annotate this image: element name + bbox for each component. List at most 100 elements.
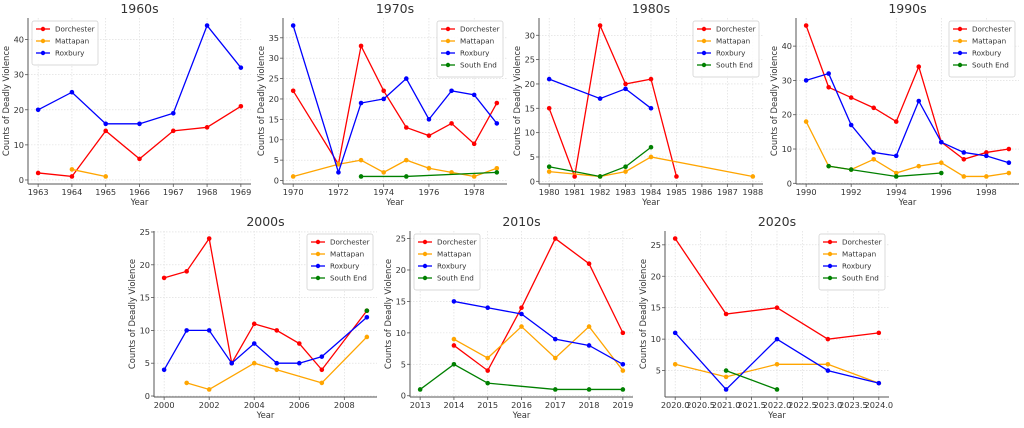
grid — [283, 18, 507, 184]
legend-label: Mattapan — [716, 37, 750, 46]
legend-label: Roxbury — [55, 49, 85, 58]
x-tick-label: 2013 — [410, 400, 431, 410]
series-south-end — [546, 144, 654, 179]
y-tick-label: 10 — [14, 140, 24, 150]
x-tick-label: 2023.0 — [814, 400, 843, 410]
legend-marker — [422, 263, 428, 269]
data-point — [572, 174, 577, 179]
subplot-1990s: 1990 1992 1994 1996 1998 0 10 20 30 40 1990s Year Co… — [769, 1, 1019, 207]
data-point — [623, 81, 628, 87]
x-tick-label: 1976 — [419, 187, 440, 197]
data-point — [774, 336, 780, 342]
x-tick-label: 2021.0 — [712, 400, 741, 410]
data-point — [1006, 170, 1012, 176]
data-point — [170, 128, 176, 134]
data-point — [750, 174, 756, 179]
subplot-1970s: 1970 1972 1974 1976 1978 0 5 10 15 20 25 30 35 1970s Y… — [256, 1, 507, 207]
legend-marker — [957, 26, 963, 32]
legend-label: Mattapan — [972, 37, 1006, 46]
y-tick-label: 15 — [651, 303, 661, 313]
series-mattapan — [69, 167, 109, 179]
data-point — [893, 153, 899, 159]
legend-marker — [827, 251, 833, 257]
y-tick-label: 20 — [782, 110, 792, 120]
data-point — [290, 88, 296, 94]
legend-box — [436, 20, 504, 78]
x-tick-label: 1981 — [564, 187, 585, 197]
data-point — [848, 95, 854, 100]
y-axis-label: Counts of Deadly Violence — [512, 46, 522, 156]
data-point — [451, 362, 457, 367]
data-point — [546, 164, 552, 170]
series-south-end — [364, 308, 370, 314]
data-point — [358, 174, 364, 179]
y-tick-label: 30 — [269, 53, 279, 63]
series-dorchester — [290, 43, 500, 167]
data-point — [546, 76, 552, 82]
legend-marker — [701, 38, 707, 44]
data-point — [494, 121, 500, 126]
y-tick-label: 25 — [525, 55, 535, 65]
data-point — [723, 374, 729, 380]
subplot-1980s: 1980 1981 1982 1983 1984 1985 1986 1987 1988 0 5 10… — [512, 1, 763, 207]
legend-marker — [40, 50, 46, 56]
data-point — [204, 125, 210, 130]
data-point — [381, 96, 386, 102]
x-tick-label: 2008 — [334, 400, 355, 410]
legend-marker — [422, 251, 428, 257]
series-roxbury — [451, 299, 626, 367]
y-tick-label: 40 — [14, 35, 24, 45]
x-tick-label: 1978 — [464, 187, 485, 197]
y-tick-label: 0 — [530, 176, 535, 186]
data-point — [672, 362, 678, 367]
y-tick-label: 30 — [14, 70, 24, 80]
y-tick-label: 15 — [140, 293, 150, 303]
y-tick-label: 0 — [401, 391, 406, 401]
series-south-end — [358, 170, 500, 179]
data-point — [274, 328, 280, 333]
data-point — [494, 100, 500, 106]
legend: Dorchester Mattapan Roxbury South End — [818, 233, 886, 291]
data-point — [274, 367, 280, 373]
legend-item: South End — [441, 61, 497, 70]
y-tick-label: 25 — [396, 234, 406, 244]
data-point — [381, 170, 386, 175]
subplot-title: 1960s — [120, 1, 158, 16]
data-point — [826, 163, 831, 169]
legend-item: Dorchester — [418, 238, 477, 247]
data-point — [358, 157, 364, 163]
x-tick-label: 2000 — [154, 400, 175, 410]
y-axis-label: Counts of Deadly Violence — [383, 259, 393, 369]
y-axis-label: Counts of Deadly Violence — [1, 46, 11, 156]
x-tick-label: 1965 — [95, 187, 116, 197]
x-tick-label: 2022.5 — [788, 400, 817, 410]
legend-item: South End — [823, 274, 879, 283]
y-tick-label: 30 — [525, 30, 535, 40]
y-tick-label: 20 — [525, 79, 535, 89]
data-point — [451, 343, 457, 348]
x-tick-label: 1998 — [976, 187, 997, 197]
data-point — [620, 368, 626, 373]
data-point — [826, 84, 831, 90]
x-tick-label: 2023.5 — [839, 400, 868, 410]
x-tick-label: 2018 — [579, 400, 600, 410]
series-roxbury — [290, 23, 500, 175]
data-point — [961, 150, 967, 155]
legend-label: South End — [716, 61, 753, 70]
series-line — [186, 336, 368, 391]
legend-marker — [827, 263, 833, 269]
x-tick-label: 2024.0 — [864, 400, 893, 410]
data-point — [485, 305, 491, 311]
legend-label: Dorchester — [972, 25, 1012, 34]
legend-item: South End — [418, 274, 474, 283]
data-point — [871, 105, 877, 111]
legend-item: Roxbury — [823, 262, 872, 271]
y-tick-label: 0 — [787, 178, 792, 188]
data-point — [723, 311, 729, 317]
series-mattapan — [290, 157, 500, 179]
legend-item: Roxbury — [953, 49, 1002, 58]
series-mattapan — [184, 334, 370, 392]
subplot-1960s: 1963 1964 1965 1966 1967 1968 1969 0 10 20 30 40 196… — [1, 1, 251, 207]
data-point — [35, 170, 41, 176]
